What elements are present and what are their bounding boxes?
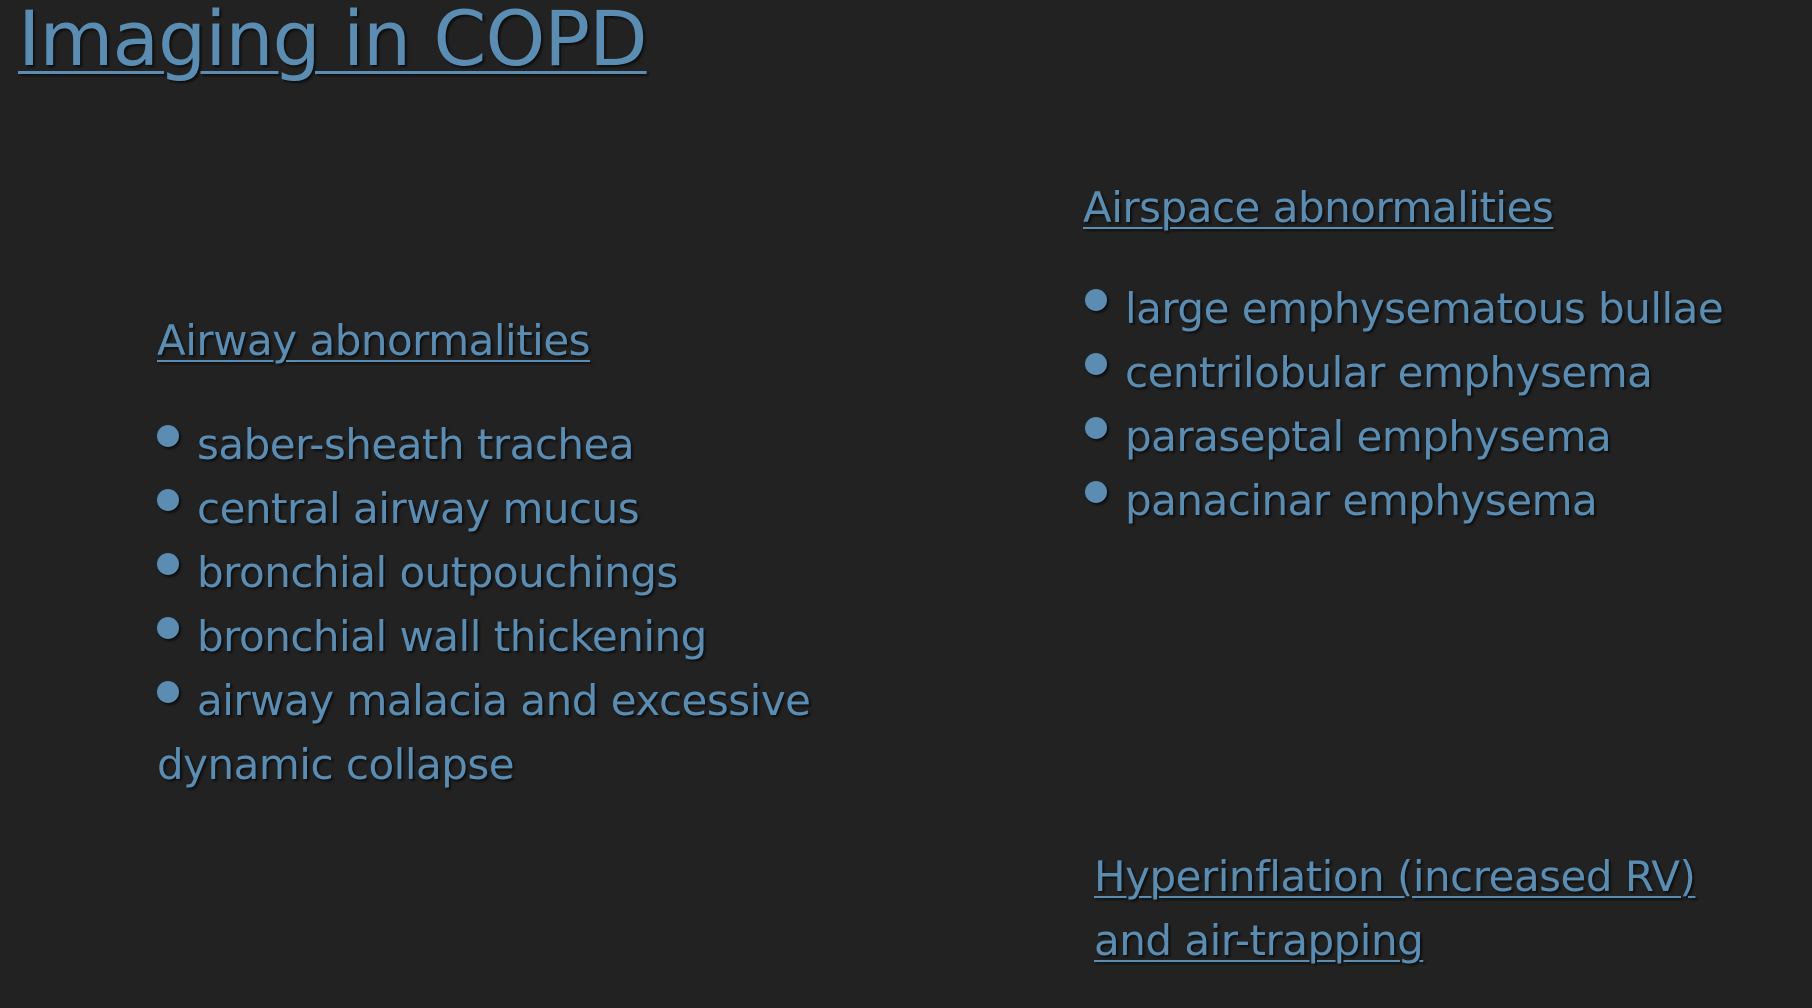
list-item: centrilobular emphysema [1085, 341, 1805, 405]
list-item-label: paraseptal emphysema [1125, 412, 1612, 461]
list-item-label: bronchial outpouchings [197, 548, 678, 597]
list-item-label: panacinar emphysema [1125, 476, 1598, 525]
airspace-heading: Airspace abnormalities [1083, 183, 1554, 232]
bullet-icon [157, 553, 179, 575]
bullet-icon [1085, 417, 1107, 439]
list-item: airway malacia and excessive dynamic col… [157, 669, 877, 797]
airspace-list: large emphysematous bullae centrilobular… [1085, 277, 1805, 533]
bullet-icon [157, 425, 179, 447]
list-item-label: central airway mucus [197, 484, 640, 533]
list-item: central airway mucus [157, 477, 877, 541]
list-item-label: centrilobular emphysema [1125, 348, 1653, 397]
list-item: bronchial wall thickening [157, 605, 877, 669]
list-item-label: bronchial wall thickening [197, 612, 707, 661]
list-item: paraseptal emphysema [1085, 405, 1805, 469]
list-item: large emphysematous bullae [1085, 277, 1805, 341]
list-item: bronchial outpouchings [157, 541, 877, 605]
airway-heading: Airway abnormalities [157, 316, 591, 365]
list-item-label: saber-sheath trachea [197, 420, 635, 469]
list-item: panacinar emphysema [1085, 469, 1805, 533]
bullet-icon [1085, 481, 1107, 503]
list-item: saber-sheath trachea [157, 413, 877, 477]
bullet-icon [157, 617, 179, 639]
bullet-icon [157, 489, 179, 511]
airway-list: saber-sheath trachea central airway mucu… [157, 413, 877, 797]
bullet-icon [157, 681, 179, 703]
bullet-icon [1085, 289, 1107, 311]
hyperinflation-heading: Hyperinflation (increased RV) and air-tr… [1094, 852, 1696, 965]
bullet-icon [1085, 353, 1107, 375]
slide-title: Imaging in COPD [18, 0, 648, 83]
list-item-label: large emphysematous bullae [1125, 284, 1724, 333]
list-item-label: airway malacia and excessive dynamic col… [157, 676, 811, 789]
